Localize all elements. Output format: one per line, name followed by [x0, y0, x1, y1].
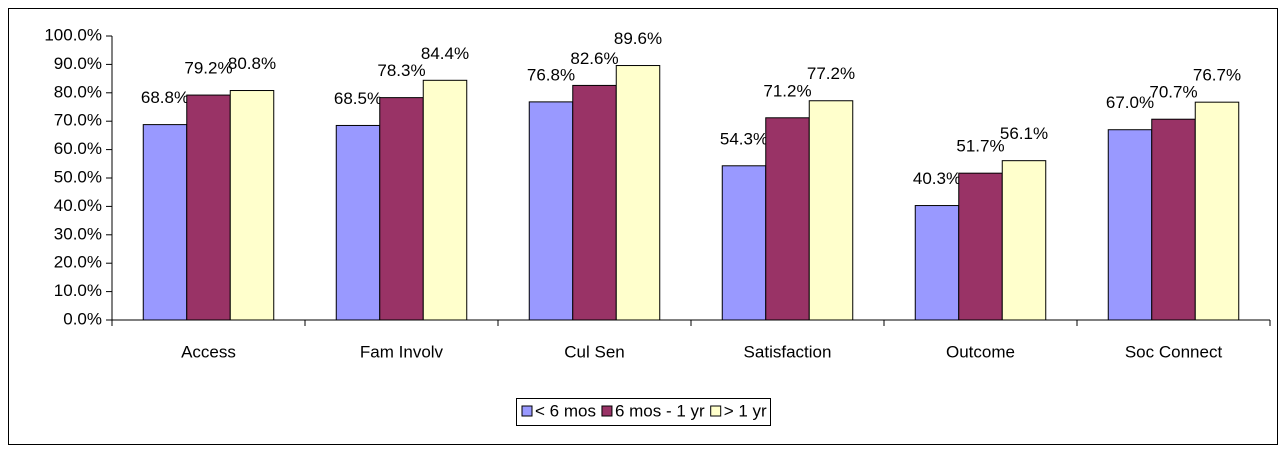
data-label: 68.8% [141, 88, 189, 107]
bar [422, 79, 468, 321]
data-label: 82.6% [570, 49, 618, 68]
data-label: 56.1% [1000, 124, 1048, 143]
y-tick-label: 0.0% [63, 309, 102, 328]
legend-box [516, 398, 771, 426]
y-tick-label: 30.0% [54, 224, 102, 243]
data-label: 78.3% [377, 61, 425, 80]
bar [572, 84, 617, 321]
bar [721, 165, 767, 321]
bar [335, 124, 381, 321]
bar [615, 65, 661, 321]
y-tick-label: 40.0% [54, 196, 102, 215]
legend-swatch [521, 405, 533, 417]
bar [229, 90, 275, 321]
bar [765, 117, 810, 321]
y-tick-label: 100.0% [44, 25, 102, 44]
data-label: 89.6% [614, 29, 662, 48]
data-label: 51.7% [956, 137, 1004, 156]
bar [379, 97, 424, 321]
data-label: 77.2% [807, 64, 855, 83]
legend-swatch [601, 405, 613, 417]
y-tick-label: 20.0% [54, 253, 102, 272]
data-label: 68.5% [334, 89, 382, 108]
bar [1151, 118, 1196, 321]
y-tick-label: 10.0% [54, 281, 102, 300]
bar [1194, 101, 1240, 321]
bar [914, 205, 960, 321]
legend-label: < 6 mos [535, 401, 596, 420]
data-label: 80.8% [228, 54, 276, 73]
data-label: 76.7% [1193, 66, 1241, 85]
y-tick-label: 90.0% [54, 54, 102, 73]
data-label: 70.7% [1149, 83, 1197, 102]
legend-swatch [710, 405, 722, 417]
y-tick-label: 50.0% [54, 167, 102, 186]
data-label: 71.2% [763, 81, 811, 100]
data-label: 76.8% [527, 65, 575, 84]
data-label: 67.0% [1106, 93, 1154, 112]
bar [808, 100, 854, 321]
bar [958, 172, 1003, 321]
data-label: 40.3% [913, 169, 961, 188]
x-tick-label: Outcome [946, 342, 1015, 361]
data-label: 54.3% [720, 129, 768, 148]
y-tick-label: 70.0% [54, 111, 102, 130]
y-tick-label: 80.0% [54, 82, 102, 101]
x-tick-label: Fam Involv [360, 342, 444, 361]
bar [1107, 129, 1153, 321]
data-label: 79.2% [184, 59, 232, 78]
data-label: 84.4% [421, 44, 469, 63]
bar [186, 94, 231, 321]
x-tick-label: Satisfaction [744, 342, 832, 361]
legend-label: > 1 yr [724, 401, 767, 420]
x-tick-label: Soc Connect [1125, 342, 1223, 361]
legend-label: 6 mos - 1 yr [615, 401, 705, 420]
x-tick-label: Access [181, 342, 236, 361]
bar [1001, 160, 1047, 321]
bar [142, 124, 188, 321]
bar [528, 101, 574, 321]
x-tick-label: Cul Sen [564, 342, 624, 361]
y-tick-label: 60.0% [54, 139, 102, 158]
